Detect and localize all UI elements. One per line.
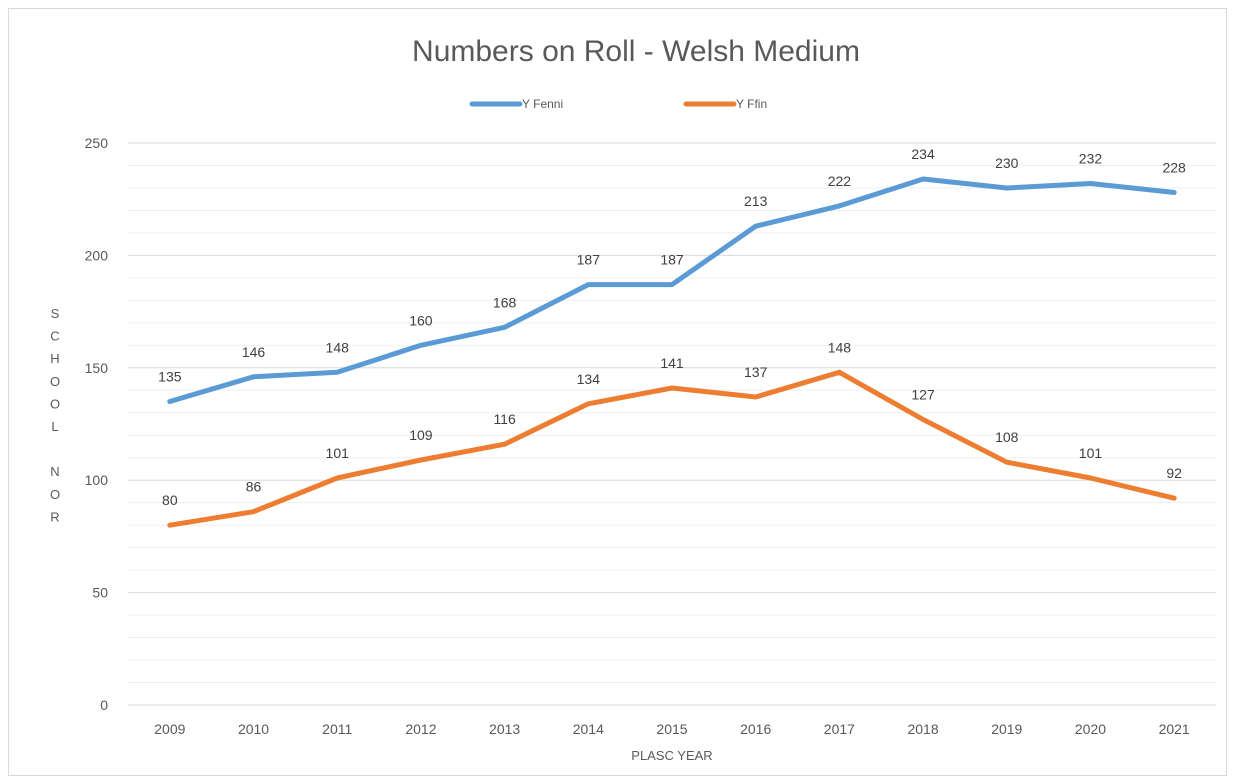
data-label: 141 <box>660 355 684 371</box>
data-label: 108 <box>995 429 1019 445</box>
data-label: 127 <box>911 387 935 403</box>
legend-label: Y Fenni <box>522 97 563 111</box>
data-label: 137 <box>744 364 768 380</box>
data-label: 116 <box>493 411 516 427</box>
x-tick-label: 2014 <box>573 721 604 737</box>
x-tick-label: 2020 <box>1075 721 1106 737</box>
y-axis-title-letter: S <box>51 306 60 321</box>
data-label: 146 <box>242 344 266 360</box>
data-label: 232 <box>1079 150 1103 166</box>
x-tick-label: 2015 <box>656 721 687 737</box>
x-tick-label: 2019 <box>991 721 1022 737</box>
y-axis-title-letter: N <box>50 464 59 479</box>
y-axis-title-letter: O <box>50 487 60 502</box>
data-label: 187 <box>577 252 601 268</box>
x-tick-label: 2018 <box>907 721 938 737</box>
y-axis-ticks: 0 50 100 150 200 250 <box>85 135 109 713</box>
x-tick-label: 2016 <box>740 721 771 737</box>
y-tick-label: 0 <box>100 697 108 713</box>
data-label: 160 <box>409 312 433 328</box>
x-tick-label: 2017 <box>824 721 855 737</box>
y-tick-label: 100 <box>85 472 109 488</box>
y-axis-title-letter: L <box>51 419 58 434</box>
data-label: 187 <box>660 252 684 268</box>
data-label: 222 <box>828 173 852 189</box>
chart-series <box>167 176 1177 528</box>
data-label: 134 <box>577 371 601 387</box>
legend-label: Y Ffin <box>736 97 767 111</box>
x-tick-label: 2009 <box>154 721 185 737</box>
chart-grid <box>128 142 1216 706</box>
y-axis-title-letter: C <box>50 329 59 344</box>
data-label: 230 <box>995 155 1019 171</box>
x-tick-label: 2013 <box>489 721 520 737</box>
chart-legend: Y Fenni Y Ffin <box>469 97 767 111</box>
data-label: 148 <box>326 339 350 355</box>
y-tick-label: 150 <box>85 360 109 376</box>
y-axis-title-letter: O <box>50 396 60 411</box>
x-axis-ticks: 2009 2010 2011 2012 2013 2014 2015 2016 2017 2018… <box>154 721 1190 737</box>
data-label: 228 <box>1162 159 1186 175</box>
y-tick-label: 200 <box>85 247 109 263</box>
x-axis-title: PLASC YEAR <box>631 748 712 763</box>
chart-frame <box>8 8 1227 776</box>
y-axis-title-letter: R <box>50 509 59 524</box>
data-label: 135 <box>158 369 182 385</box>
x-tick-label: 2012 <box>405 721 436 737</box>
data-label: 80 <box>162 492 178 508</box>
data-label: 92 <box>1166 465 1182 481</box>
y-axis-title-letter: O <box>50 374 60 389</box>
data-label: 234 <box>911 146 935 162</box>
y-axis-title-letter: H <box>50 351 59 366</box>
data-labels: 135 146 148 160 168 187 187 213 222 234 230 232 228 8… <box>158 146 1186 508</box>
x-tick-label: 2021 <box>1159 721 1190 737</box>
data-label: 109 <box>409 427 433 443</box>
data-label: 148 <box>828 339 852 355</box>
data-label: 101 <box>1079 445 1103 461</box>
x-tick-label: 2010 <box>238 721 269 737</box>
x-tick-label: 2011 <box>322 721 352 737</box>
y-tick-label: 50 <box>92 585 108 601</box>
y-tick-label: 250 <box>85 135 109 151</box>
data-label: 213 <box>744 193 768 209</box>
data-label: 101 <box>326 445 350 461</box>
data-label: 168 <box>493 294 517 310</box>
data-label: 86 <box>246 479 262 495</box>
chart-title: Numbers on Roll - Welsh Medium <box>412 35 860 68</box>
